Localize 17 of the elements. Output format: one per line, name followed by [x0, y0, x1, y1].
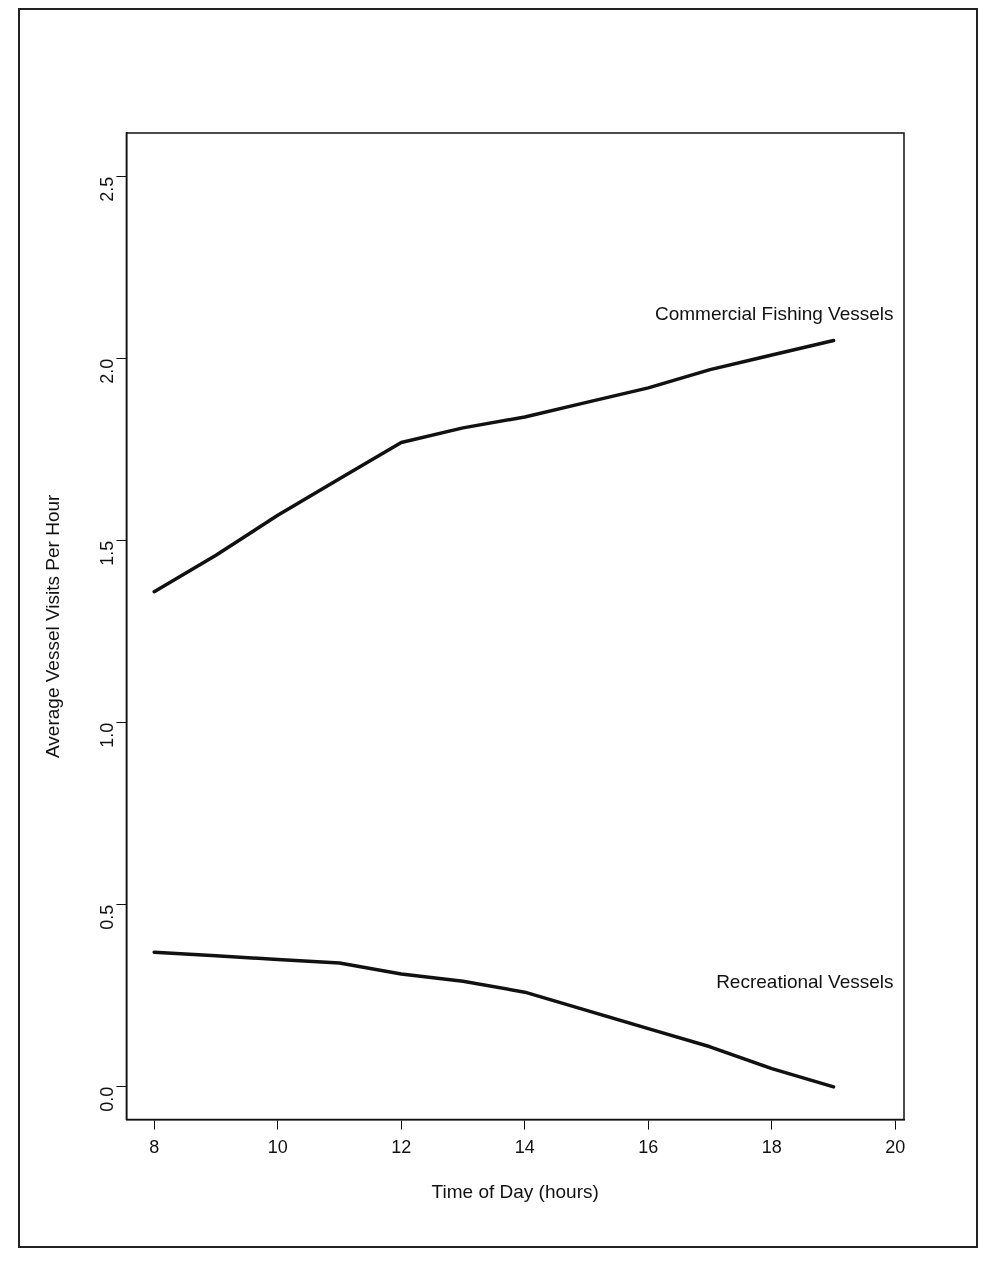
x-tick-label: 16 — [638, 1137, 659, 1158]
text: Recreational Vessels — [716, 970, 894, 992]
y-tick-label: 0.5 — [97, 904, 118, 930]
x-tick-label: 18 — [761, 1137, 782, 1158]
x-axis-title: Time of Day (hours) — [431, 1180, 599, 1202]
x-tick-label: 14 — [514, 1137, 535, 1158]
x-tick-label: 12 — [391, 1137, 412, 1158]
x-tick-label: 20 — [885, 1137, 906, 1158]
y-tick-label: 2.5 — [97, 176, 118, 202]
y-tick-label: 1.0 — [97, 722, 118, 748]
y-tick-label: 2.0 — [97, 358, 118, 384]
x-tick-label: 10 — [267, 1137, 288, 1158]
y-axis-title: Average Vessel Visits Per Hour — [41, 493, 63, 758]
y-tick-label: 0.0 — [97, 1086, 118, 1112]
text: Commercial Fishing Vessels — [654, 303, 894, 325]
x-tick-label: 8 — [149, 1137, 160, 1158]
y-tick-label: 1.5 — [97, 540, 118, 566]
